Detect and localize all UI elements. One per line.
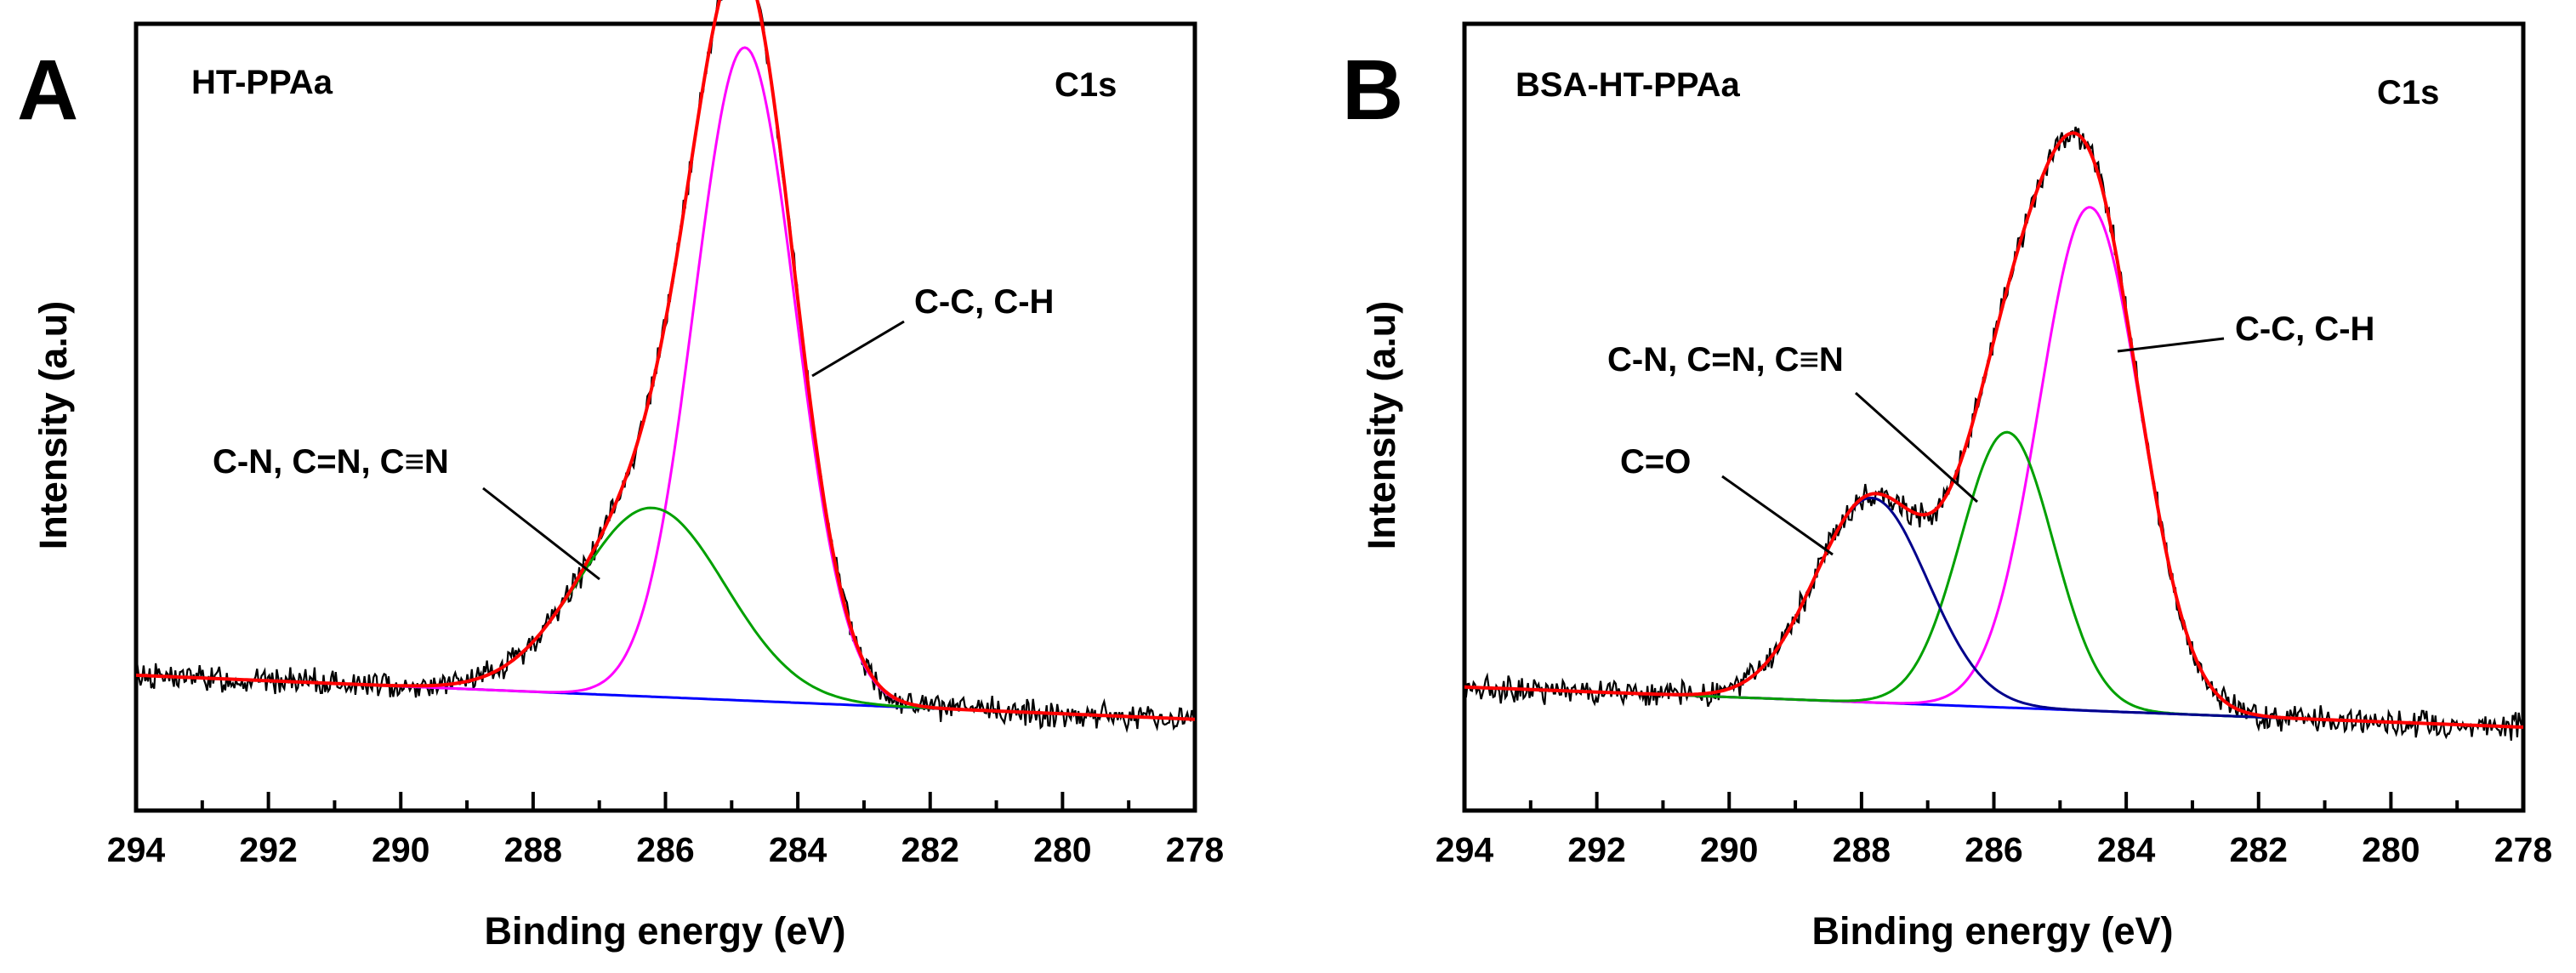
panel-letter: B [1342,43,1403,138]
leader-line-co [1721,475,1834,556]
x-tick-label: 288 [1833,830,1891,869]
curves [1463,126,2525,741]
raw-spectrum [135,0,1197,734]
panel-a: 294 292 290 288 286 284 282 280 278 A HT-PPAa C1… [17,0,1224,953]
envelope-fit [1464,131,2523,729]
sample-label: BSA-HT-PPAa [1515,66,1740,104]
x-tick-label: 280 [2362,830,2420,869]
region-label: C1s [2377,74,2439,111]
component-curve-1 [135,506,1196,721]
panel-b: 294 292 290 288 286 284 282 280 278 B BSA-HT-PPA… [1342,21,2552,953]
peak-label-cc-ch: C-C, C-H [914,283,1054,321]
leader-line-cc-ch [2117,337,2225,353]
x-tick-label: 284 [2097,830,2156,869]
peak-label-cc-ch: C-C, C-H [2235,310,2374,348]
peak-label-co: C=O [1620,443,1691,481]
plot-frame [134,21,1197,813]
y-axis-title: Intensity (a.u) [31,301,75,550]
x-tick-label: 288 [504,830,562,869]
peak-label-cn: C-N, C=N, C≡N [213,443,449,481]
x-tick-label: 294 [107,830,166,869]
component-curve-0 [135,46,1196,721]
x-tick-label: 286 [1965,830,2022,869]
x-tick-label: 280 [1033,830,1091,869]
y-axis-title: Intensity (a.u) [1360,301,1403,550]
x-tick-label: 292 [1567,830,1625,869]
x-axis-title: Binding energy (eV) [1811,909,2173,953]
x-tick-label: 286 [636,830,694,869]
sample-label: HT-PPAa [191,64,333,101]
x-tick-label: 290 [1700,830,1758,869]
leader-line-cn [482,486,600,581]
x-tick-label: 290 [372,830,429,869]
leader-line-cc-ch [811,320,905,378]
raw-spectrum [1463,126,2525,741]
region-label: C1s [1055,66,1117,104]
x-ticks: 294 292 290 288 286 284 282 280 278 [107,792,1224,869]
curves [135,0,1197,734]
envelope-fit [135,0,1196,721]
x-tick-label: 282 [901,830,959,869]
x-tick-label: 292 [239,830,297,869]
x-tick-label: 282 [2230,830,2288,869]
x-tick-label: 284 [769,830,827,869]
panel-letter: A [17,43,78,138]
leader-line-cn [1854,391,1979,504]
x-tick-label: 278 [2494,830,2552,869]
x-tick-label: 294 [1436,830,1494,869]
x-tick-label: 278 [1166,830,1224,869]
peak-label-cn: C-N, C=N, C≡N [1607,341,1844,378]
x-ticks: 294 292 290 288 286 284 282 280 278 [1436,792,2552,869]
x-axis-title: Binding energy (eV) [484,909,845,953]
